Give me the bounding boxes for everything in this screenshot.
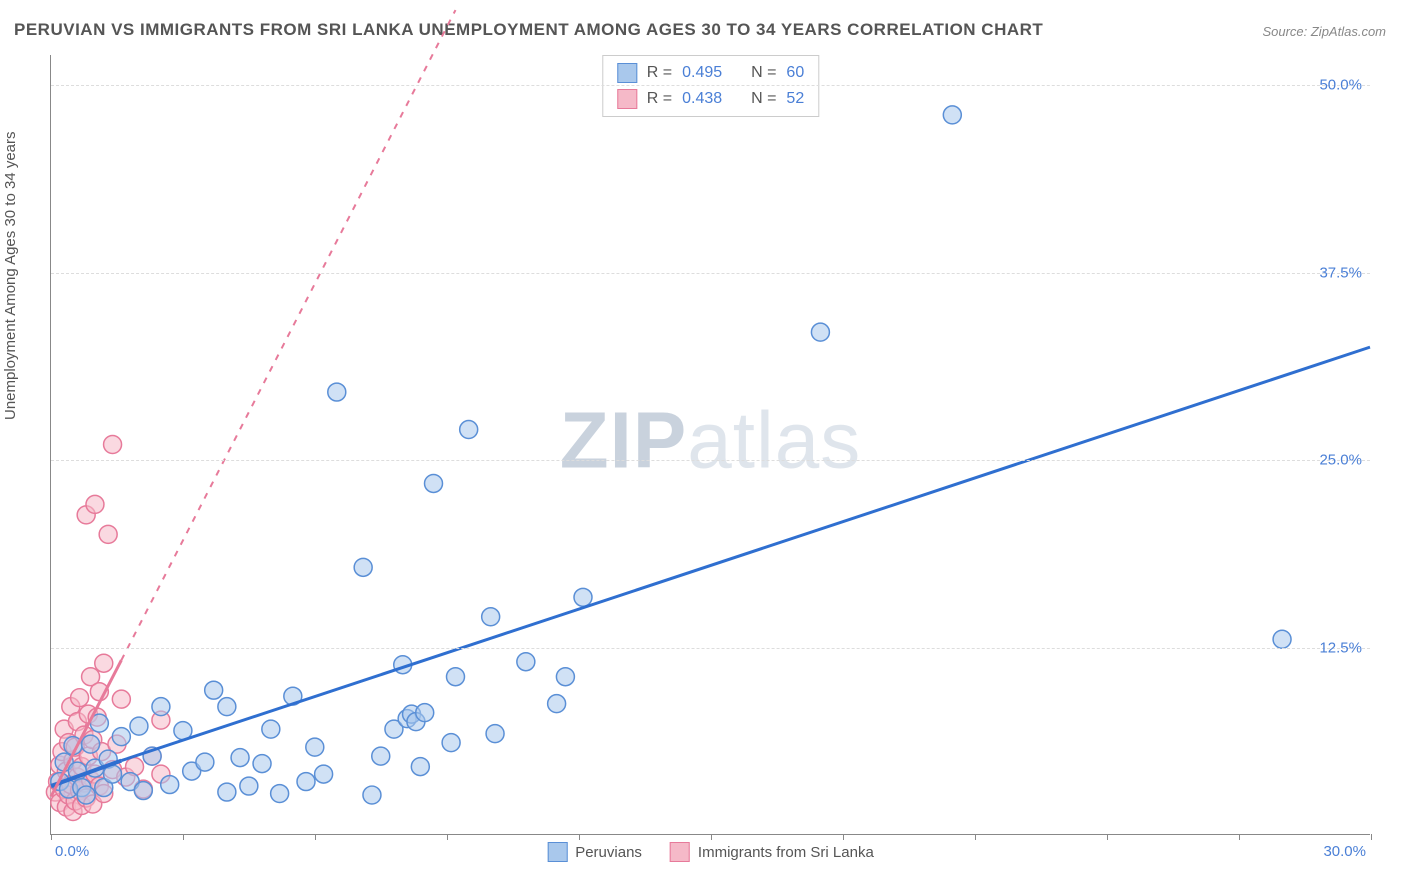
data-point xyxy=(253,755,271,773)
source-attribution: Source: ZipAtlas.com xyxy=(1262,24,1386,39)
correlation-legend: R = 0.495 N = 60 R = 0.438 N = 52 xyxy=(602,55,819,117)
x-tick xyxy=(183,834,184,840)
x-tick xyxy=(975,834,976,840)
data-point xyxy=(218,783,236,801)
x-tick xyxy=(315,834,316,840)
data-point xyxy=(231,749,249,767)
data-point xyxy=(99,525,117,543)
r-value-0: 0.495 xyxy=(682,60,722,86)
gridline xyxy=(51,460,1370,461)
scatter-svg xyxy=(51,55,1370,834)
y-axis-label: Unemployment Among Ages 30 to 34 years xyxy=(2,131,19,420)
legend-row-srilanka: R = 0.438 N = 52 xyxy=(617,86,804,112)
data-point xyxy=(218,698,236,716)
data-point xyxy=(71,689,89,707)
data-point xyxy=(205,681,223,699)
r-label: R = xyxy=(647,86,672,112)
data-point xyxy=(152,698,170,716)
data-point xyxy=(372,747,390,765)
legend-row-peruvians: R = 0.495 N = 60 xyxy=(617,60,804,86)
y-tick-label: 12.5% xyxy=(1319,639,1362,656)
swatch-blue xyxy=(547,842,567,862)
data-point xyxy=(112,690,130,708)
trend-line xyxy=(121,10,455,660)
data-point xyxy=(86,495,104,513)
legend-item-srilanka: Immigrants from Sri Lanka xyxy=(670,842,874,862)
chart-title: PERUVIAN VS IMMIGRANTS FROM SRI LANKA UN… xyxy=(14,20,1043,40)
legend-label-0: Peruvians xyxy=(575,844,642,861)
data-point xyxy=(363,786,381,804)
swatch-blue xyxy=(617,63,637,83)
data-point xyxy=(297,773,315,791)
data-point xyxy=(95,654,113,672)
x-tick xyxy=(1371,834,1372,840)
data-point xyxy=(134,782,152,800)
data-point xyxy=(943,106,961,124)
n-value-0: 60 xyxy=(786,60,804,86)
x-tick xyxy=(1107,834,1108,840)
x-tick xyxy=(1239,834,1240,840)
data-point xyxy=(161,776,179,794)
x-tick xyxy=(51,834,52,840)
data-point xyxy=(104,436,122,454)
data-point xyxy=(262,720,280,738)
x-tick-first: 0.0% xyxy=(55,843,89,860)
data-point xyxy=(811,323,829,341)
x-tick-last: 30.0% xyxy=(1323,843,1366,860)
data-point xyxy=(548,695,566,713)
data-point xyxy=(315,765,333,783)
data-point xyxy=(1273,630,1291,648)
r-label: R = xyxy=(647,60,672,86)
r-value-1: 0.438 xyxy=(682,86,722,112)
y-tick-label: 37.5% xyxy=(1319,264,1362,281)
legend-label-1: Immigrants from Sri Lanka xyxy=(698,844,874,861)
n-label: N = xyxy=(751,60,776,86)
y-tick-label: 50.0% xyxy=(1319,77,1362,94)
swatch-pink xyxy=(617,89,637,109)
data-point xyxy=(425,474,443,492)
x-tick xyxy=(843,834,844,840)
data-point xyxy=(328,383,346,401)
swatch-pink xyxy=(670,842,690,862)
data-point xyxy=(196,753,214,771)
data-point xyxy=(556,668,574,686)
trend-line xyxy=(121,347,1370,760)
n-label: N = xyxy=(751,86,776,112)
data-point xyxy=(77,786,95,804)
data-point xyxy=(574,588,592,606)
y-tick-label: 25.0% xyxy=(1319,452,1362,469)
data-point xyxy=(306,738,324,756)
gridline xyxy=(51,85,1370,86)
data-point xyxy=(271,785,289,803)
data-point xyxy=(112,728,130,746)
data-point xyxy=(416,704,434,722)
gridline xyxy=(51,273,1370,274)
plot-area: ZIPatlas R = 0.495 N = 60 R = 0.438 N = … xyxy=(50,55,1370,835)
data-point xyxy=(482,608,500,626)
data-point xyxy=(240,777,258,795)
data-point xyxy=(130,717,148,735)
x-tick xyxy=(447,834,448,840)
data-point xyxy=(442,734,460,752)
legend-item-peruvians: Peruvians xyxy=(547,842,642,862)
x-tick xyxy=(711,834,712,840)
data-point xyxy=(517,653,535,671)
data-point xyxy=(82,735,100,753)
data-point xyxy=(460,421,478,439)
data-point xyxy=(354,558,372,576)
data-point xyxy=(447,668,465,686)
n-value-1: 52 xyxy=(786,86,804,112)
series-legend: Peruvians Immigrants from Sri Lanka xyxy=(547,842,874,862)
gridline xyxy=(51,648,1370,649)
data-point xyxy=(486,725,504,743)
data-point xyxy=(411,758,429,776)
x-tick xyxy=(579,834,580,840)
